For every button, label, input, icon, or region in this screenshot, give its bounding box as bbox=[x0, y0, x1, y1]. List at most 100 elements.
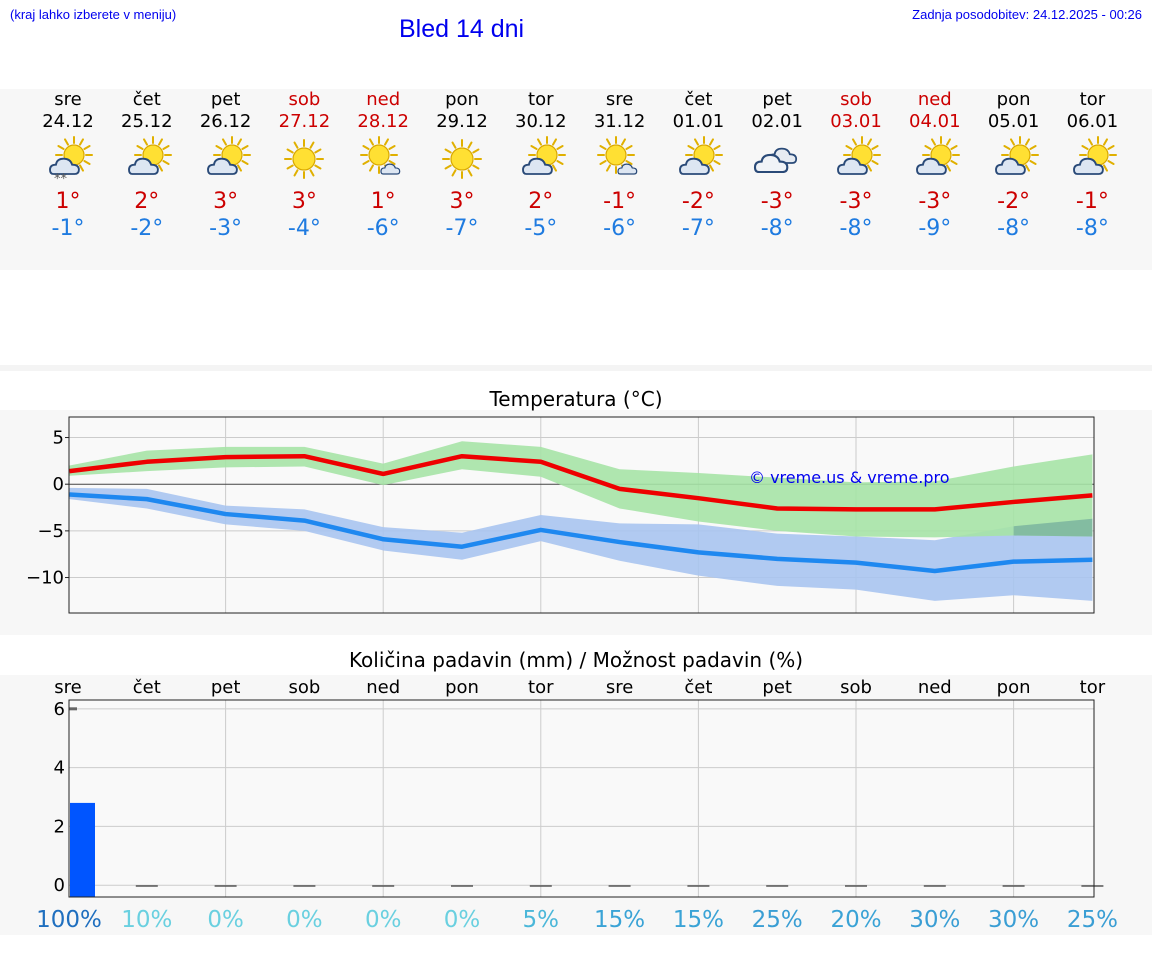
temp-max: 1° bbox=[370, 189, 396, 214]
last-updated: Zadnja posodobitev: 24.12.2025 - 00:26 bbox=[912, 7, 1142, 22]
sunny-icon bbox=[284, 139, 325, 179]
y-tick-label: 2 bbox=[54, 816, 65, 837]
temp-min: -6° bbox=[603, 216, 637, 241]
precip-bar bbox=[923, 885, 946, 887]
day-label: sre bbox=[54, 677, 81, 698]
precip-bar bbox=[608, 885, 631, 887]
day-column: pon 29.12 3° -7° bbox=[422, 89, 502, 242]
precip-probability: 0% bbox=[207, 907, 244, 933]
day-column: sre 24.12 ** 1° -1° bbox=[28, 89, 108, 242]
day-date: 06.01 bbox=[1066, 111, 1119, 132]
precip-bar bbox=[214, 885, 237, 887]
precip-bar bbox=[135, 885, 158, 887]
day-label: pon bbox=[445, 677, 479, 698]
precip-probability: 10% bbox=[121, 907, 172, 933]
temp-max: -3° bbox=[918, 189, 952, 214]
temp-max: 3° bbox=[213, 189, 239, 214]
precip-bar bbox=[372, 885, 395, 887]
temp-min: -9° bbox=[918, 216, 952, 241]
temp-max: 2° bbox=[528, 189, 554, 214]
svg-text:**: ** bbox=[54, 172, 68, 185]
day-column: sre 31.12 -1° -6° bbox=[580, 89, 660, 242]
day-label: pon bbox=[997, 677, 1031, 698]
day-date: 26.12 bbox=[199, 111, 252, 132]
day-date: 30.12 bbox=[515, 111, 567, 132]
temp-min: -4° bbox=[287, 216, 321, 241]
day-name: pon bbox=[445, 89, 479, 110]
temp-max: -3° bbox=[760, 189, 794, 214]
precip-bar bbox=[1081, 885, 1104, 887]
partly-cloudy-icon bbox=[521, 136, 566, 175]
day-label: ned bbox=[366, 677, 400, 698]
precip-probability: 30% bbox=[988, 907, 1039, 933]
precip-bar bbox=[687, 885, 710, 887]
precip-bar bbox=[451, 885, 473, 887]
temp-max: 3° bbox=[291, 189, 317, 214]
temp-min: -8° bbox=[760, 216, 794, 241]
plot-frame bbox=[68, 699, 1095, 898]
max-range-band bbox=[69, 441, 1093, 538]
temp-min: -2° bbox=[130, 216, 164, 241]
y-tick-label: 0 bbox=[53, 474, 64, 495]
precip-probability: 15% bbox=[673, 907, 724, 933]
sun-small-cloud-icon bbox=[360, 136, 401, 175]
day-name: tor bbox=[528, 89, 554, 110]
precip-bar bbox=[1002, 885, 1025, 887]
day-label: tor bbox=[1080, 677, 1106, 698]
max-temp-line bbox=[69, 453, 1093, 512]
day-name: pet bbox=[210, 89, 241, 110]
day-date: 31.12 bbox=[593, 111, 646, 132]
day-name: tor bbox=[1079, 89, 1106, 110]
day-column: sob 27.12 3° -4° bbox=[264, 89, 344, 242]
day-label: tor bbox=[528, 677, 554, 698]
day-name: ned bbox=[366, 89, 401, 110]
day-label: sob bbox=[288, 677, 320, 698]
min-temp-line bbox=[69, 492, 1093, 574]
precip-probability: 25% bbox=[1067, 907, 1118, 933]
day-column: pet 02.01 -3° -8° bbox=[737, 89, 817, 242]
y-tick-label: −5 bbox=[37, 521, 64, 542]
temp-max: 3° bbox=[449, 189, 475, 214]
partly-cloudy-icon bbox=[127, 136, 172, 175]
partly-cloudy-icon bbox=[1073, 136, 1118, 175]
divider bbox=[0, 365, 1152, 371]
day-date: 27.12 bbox=[278, 111, 331, 132]
day-column: tor 30.12 2° -5° bbox=[501, 89, 581, 242]
day-date: 28.12 bbox=[357, 111, 409, 132]
forecast-band bbox=[0, 89, 1152, 270]
precip-probability: 15% bbox=[594, 907, 645, 933]
temperature-chart-title: Temperatura (°C) bbox=[489, 387, 663, 411]
day-label: sob bbox=[840, 677, 872, 698]
day-column: tor 06.01 -1° -8° bbox=[1052, 89, 1132, 242]
temp-max: -1° bbox=[1075, 189, 1109, 214]
partly-cloudy-icon bbox=[206, 136, 251, 175]
precipitation-chart-title: Količina padavin (mm) / Možnost padavin … bbox=[348, 648, 804, 672]
day-name: pet bbox=[762, 89, 792, 110]
cloudy-icon bbox=[754, 147, 798, 174]
precip-probability: 0% bbox=[444, 907, 481, 933]
temp-max: 2° bbox=[134, 189, 160, 214]
day-column: pet 26.12 3° -3° bbox=[186, 89, 266, 242]
temp-min: -6° bbox=[366, 216, 400, 241]
day-name: pon bbox=[996, 89, 1031, 110]
temp-max: -2° bbox=[681, 189, 715, 214]
y-tick-label: 5 bbox=[53, 428, 64, 449]
partly-cloudy-icon bbox=[915, 136, 960, 175]
day-name: sob bbox=[288, 89, 321, 110]
temp-max: -2° bbox=[997, 189, 1031, 214]
day-name: sre bbox=[605, 89, 634, 110]
temp-min: -8° bbox=[997, 216, 1031, 241]
precip-probability: 5% bbox=[523, 907, 560, 933]
y-tick-label: −10 bbox=[26, 568, 64, 589]
precip-bar bbox=[293, 885, 316, 887]
precip-probability: 100% bbox=[36, 907, 102, 933]
day-label: ned bbox=[918, 677, 952, 698]
temp-min: -5° bbox=[524, 216, 558, 241]
precip-probability: 25% bbox=[752, 907, 803, 933]
temp-max: -3° bbox=[839, 189, 873, 214]
day-date: 25.12 bbox=[121, 111, 173, 132]
min-range-band bbox=[69, 487, 1093, 601]
plot-frame bbox=[68, 416, 1095, 614]
y-tick-label: 0 bbox=[54, 875, 65, 896]
day-label: pet bbox=[211, 677, 241, 698]
